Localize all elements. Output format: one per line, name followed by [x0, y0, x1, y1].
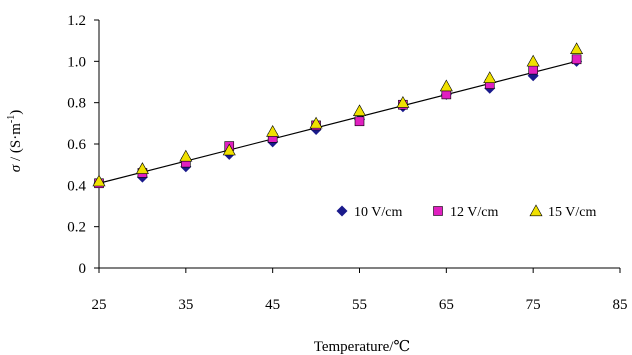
data-point-square — [571, 54, 582, 65]
x-tick-label: 65 — [439, 297, 454, 313]
x-tick-label: 35 — [178, 297, 193, 313]
data-point-square — [441, 89, 452, 100]
y-axis-title-symbol: σ — [8, 164, 24, 172]
ticks: 0 0.2 0.4 0.6 0.8 1.0 1.2 25 35 45 55 65 75 85 — [67, 13, 627, 313]
x-tick-label: 25 — [92, 297, 107, 313]
x-axis-title: Temperature/℃ — [314, 339, 411, 355]
legend: 10 V/cm 12 V/cm 15 V/cm — [336, 204, 596, 220]
trendline-line — [98, 60, 577, 184]
data-point-triangle — [179, 149, 193, 162]
legend-marker-triangle — [529, 204, 543, 217]
data-point-triangle — [352, 104, 367, 117]
legend-label: 10 V/cm — [354, 205, 402, 220]
data-point-triangle — [526, 54, 540, 67]
x-tick-label: 85 — [613, 297, 628, 313]
x-tick-label: 45 — [265, 297, 280, 313]
data-point-triangle — [439, 79, 453, 92]
y-axis-title-unit: / (S·m — [8, 123, 24, 165]
legend-marker-diamond — [336, 205, 348, 217]
y-tick-label: 1.0 — [67, 54, 86, 70]
data-point-triangle — [396, 96, 410, 108]
y-tick-label: 0 — [79, 261, 87, 277]
axes — [98, 20, 620, 269]
y-tick-label: 0.6 — [67, 137, 86, 153]
data-point-triangle — [309, 116, 323, 129]
data-point-triangle — [570, 42, 584, 55]
legend-marker-square — [433, 206, 443, 216]
x-tick-label: 75 — [526, 297, 541, 313]
legend-label: 12 V/cm — [450, 205, 498, 220]
y-axis-title-exponent: -1 — [6, 115, 17, 123]
trendline — [98, 60, 577, 184]
y-tick-label: 0.2 — [67, 220, 86, 236]
data-point-triangle — [222, 143, 236, 156]
data-point-triangle — [483, 71, 497, 83]
data-point-triangle — [266, 124, 280, 137]
legend-label: 15 V/cm — [548, 205, 596, 220]
y-tick-label: 0.8 — [67, 96, 86, 112]
y-axis-title: σ / (S·m-1) — [6, 110, 24, 172]
y-tick-label: 0.4 — [67, 178, 86, 194]
data-point-triangle — [92, 174, 106, 187]
data-point-square — [354, 116, 365, 127]
data-points — [92, 42, 584, 189]
data-point-triangle — [135, 162, 149, 174]
y-axis-title-close: ) — [8, 110, 24, 115]
x-tick-label: 55 — [352, 297, 367, 313]
y-tick-label: 1.2 — [67, 13, 86, 29]
data-point-square — [528, 64, 538, 75]
